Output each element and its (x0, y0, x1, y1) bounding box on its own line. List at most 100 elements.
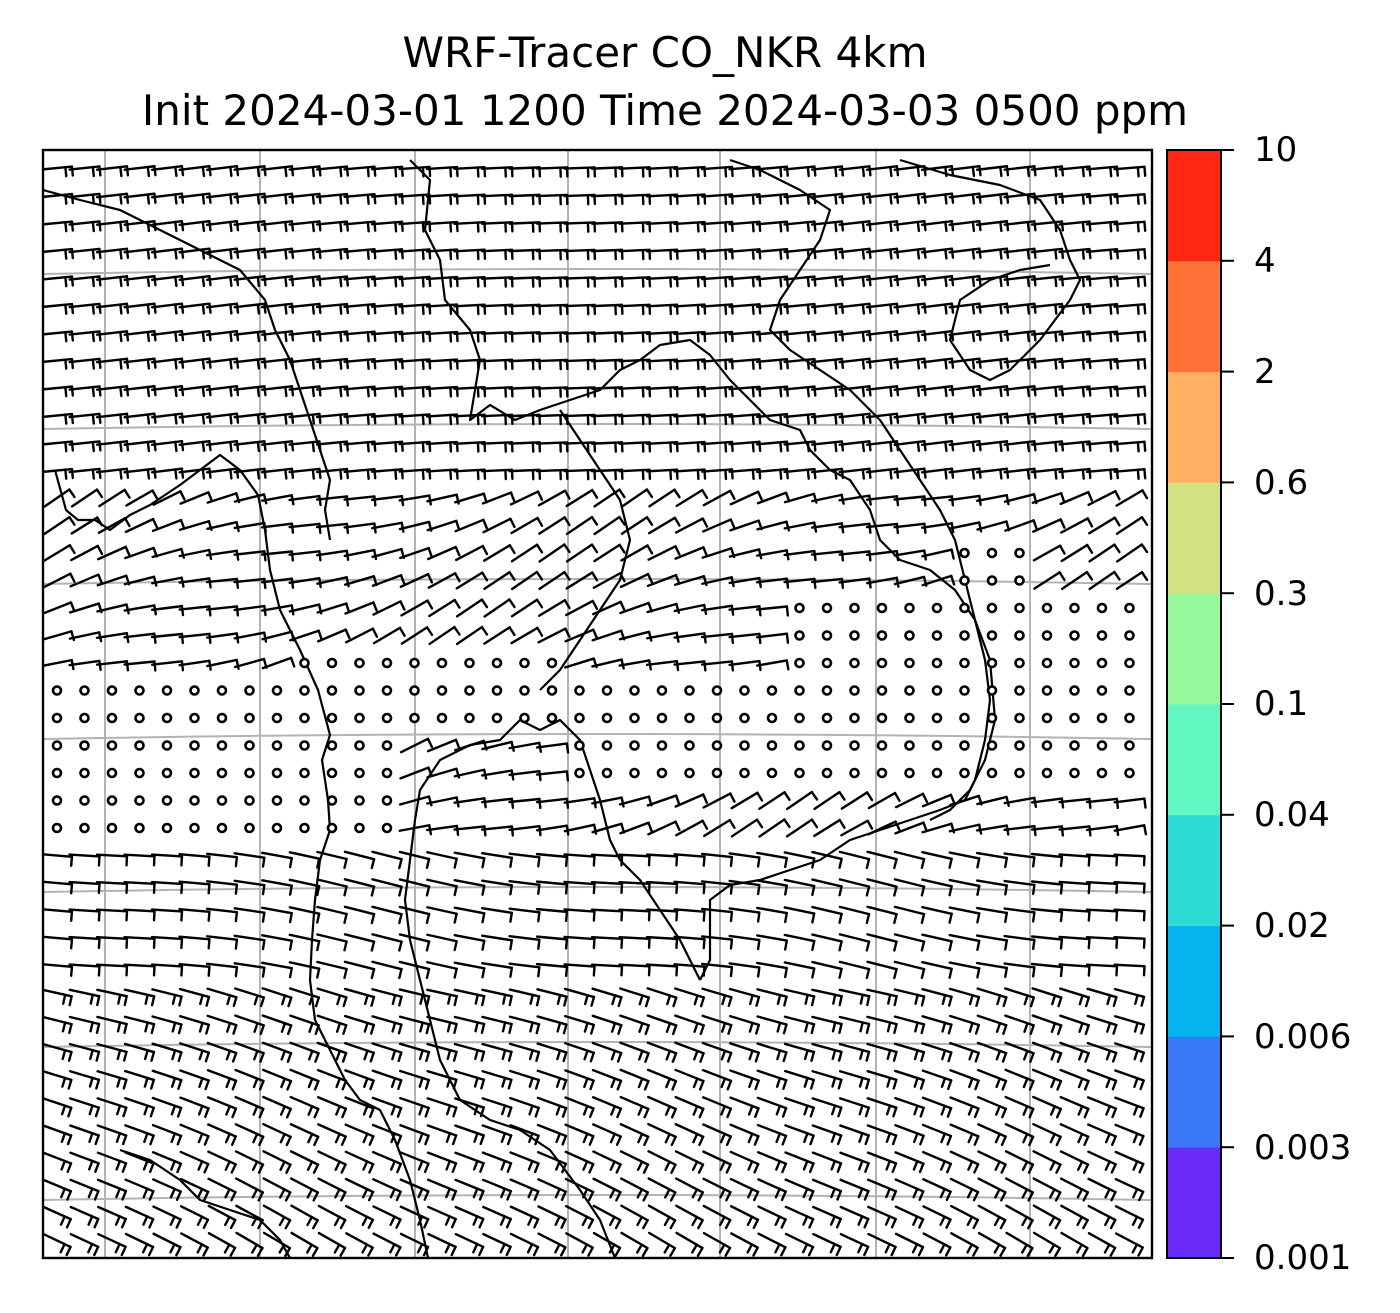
wind-barb (921, 1096, 953, 1118)
wind-barb (43, 1151, 73, 1174)
wind-barb (344, 627, 379, 644)
wind-barb (123, 302, 157, 315)
wind-barb (645, 659, 680, 672)
wind-barb (178, 192, 212, 205)
wind-barb (838, 850, 871, 870)
calm-marker (546, 712, 558, 724)
wind-barb (234, 1041, 265, 1063)
calm-marker (629, 767, 640, 779)
wind-barb (178, 908, 211, 922)
wind-barb (95, 192, 130, 205)
wind-barb (453, 988, 486, 1007)
wind-barb (1003, 879, 1036, 896)
wind-barb (371, 850, 403, 870)
wind-barb (453, 1042, 486, 1062)
wind-barb (178, 165, 212, 178)
calm-marker (106, 712, 118, 724)
wind-barb (400, 599, 434, 617)
wind-barb (785, 818, 819, 838)
wind-barb (840, 791, 874, 810)
wind-barb (728, 548, 763, 560)
wind-barb (921, 905, 953, 924)
wind-barb (288, 494, 322, 507)
wind-barb (288, 247, 322, 260)
calm-marker (299, 795, 310, 806)
wind-barb (96, 1042, 128, 1062)
wind-barb (866, 988, 898, 1007)
wind-barb (1113, 358, 1147, 370)
wind-barb (233, 852, 266, 868)
wind-barb (894, 1124, 925, 1146)
wind-barb (43, 544, 76, 562)
wind-barb (646, 987, 678, 1008)
wind-barb (756, 961, 788, 979)
wind-barb (893, 412, 927, 425)
wind-barb (426, 1151, 458, 1173)
wind-barb (811, 1042, 843, 1062)
wind-barb (728, 1014, 761, 1035)
colorbar-label-6: 0.3 (1254, 574, 1309, 614)
wind-barb (866, 1097, 898, 1118)
wind-barb (1032, 544, 1066, 562)
wind-barb (509, 1124, 540, 1146)
wind-barb (1030, 165, 1065, 178)
wind-barb (729, 1205, 760, 1229)
wind-barb (1003, 165, 1037, 178)
calm-marker (766, 767, 778, 779)
wind-barb (343, 960, 376, 980)
wind-barb (564, 1177, 595, 1202)
wind-barb (537, 599, 571, 617)
calm-marker (381, 822, 393, 834)
wind-barb (178, 302, 212, 315)
wind-barb (894, 1069, 925, 1090)
wind-barb (1113, 440, 1147, 453)
calm-marker (711, 712, 723, 724)
wind-barb (260, 385, 295, 398)
wind-barb (1059, 1150, 1090, 1174)
wind-barb (838, 1015, 871, 1034)
wind-barb (1031, 1014, 1063, 1036)
wind-barb (893, 192, 927, 205)
calm-marker (986, 712, 998, 724)
wind-barb (178, 385, 212, 398)
wind-barb (205, 880, 239, 895)
wind-barb (43, 935, 74, 950)
wind-barb (1032, 1204, 1062, 1230)
calm-marker (354, 795, 365, 806)
calm-marker (849, 712, 860, 724)
wind-barb (426, 988, 458, 1007)
wind-barb (123, 385, 157, 398)
wind-barb (316, 850, 348, 869)
wind-barb (95, 853, 129, 867)
wind-barb (95, 660, 130, 672)
wind-barb (839, 1124, 870, 1146)
wind-barb (590, 908, 624, 922)
calm-marker (574, 767, 585, 779)
wind-barb (150, 220, 185, 233)
wind-barb (371, 905, 403, 925)
wind-barb (205, 192, 240, 205)
wind-barb (95, 302, 130, 315)
wind-barb (894, 1178, 925, 1201)
wind-barb (538, 570, 571, 591)
gridline-parallel (43, 268, 1152, 275)
wind-barb (810, 440, 845, 453)
wind-barb (261, 879, 293, 896)
wind-barb (235, 1204, 264, 1230)
calm-marker (739, 685, 750, 696)
calm-marker (244, 712, 255, 724)
calm-marker (51, 712, 63, 724)
calm-marker (1014, 657, 1025, 669)
wind-barb (1030, 247, 1065, 260)
calm-marker (216, 795, 228, 806)
wind-barb (893, 1042, 926, 1063)
wind-barb (205, 577, 240, 590)
wind-barb (1058, 987, 1091, 1008)
wind-barb (564, 628, 599, 643)
wind-barb (123, 853, 156, 867)
calm-marker (1096, 630, 1108, 641)
wind-barb (96, 1178, 128, 1201)
wind-barb (700, 852, 734, 868)
calm-marker (1069, 712, 1080, 724)
wind-barb (921, 1069, 953, 1091)
